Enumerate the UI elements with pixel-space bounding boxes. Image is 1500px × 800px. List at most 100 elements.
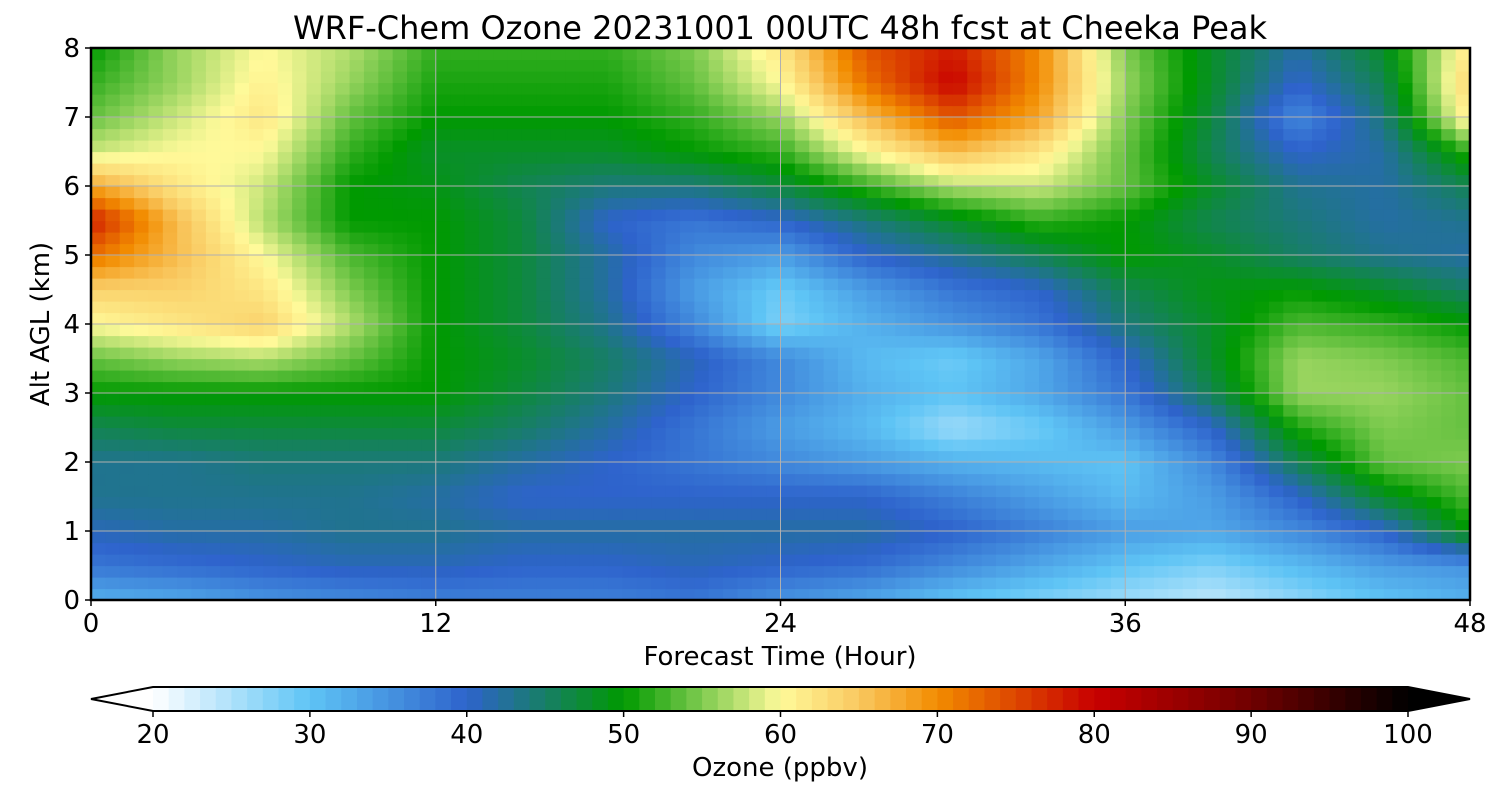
field-cell <box>1197 335 1213 348</box>
field-cell <box>852 531 868 544</box>
field-cell <box>363 232 379 245</box>
field-cell <box>134 588 150 601</box>
field-cell <box>1254 163 1270 176</box>
field-cell <box>1139 71 1155 84</box>
field-cell <box>349 381 365 394</box>
field-cell <box>536 508 552 521</box>
field-cell <box>1355 358 1371 371</box>
field-cell <box>119 393 135 406</box>
field-cell <box>579 266 595 279</box>
field-cell <box>1369 393 1385 406</box>
colorbar-segment <box>717 687 734 711</box>
field-cell <box>1182 209 1198 222</box>
colorbar-segment <box>953 687 970 711</box>
field-cell <box>909 266 925 279</box>
field-cell <box>392 404 408 417</box>
field-cell <box>579 301 595 314</box>
field-cell <box>148 186 164 199</box>
field-cell <box>1082 255 1098 268</box>
field-cell <box>162 439 178 452</box>
field-cell <box>1412 301 1428 314</box>
field-cell <box>909 163 925 176</box>
field-cell <box>1426 209 1442 222</box>
field-cell <box>1441 416 1457 429</box>
field-cell <box>435 485 451 498</box>
field-cell <box>1153 301 1169 314</box>
field-cell <box>708 59 724 72</box>
colorbar-segment <box>231 687 248 711</box>
field-cell <box>162 82 178 95</box>
field-cell <box>852 220 868 233</box>
field-cell <box>1053 220 1069 233</box>
field-cell <box>1010 82 1026 95</box>
field-cell <box>249 140 264 153</box>
field-cell <box>751 105 767 118</box>
field-cell <box>493 278 509 291</box>
field-cell <box>608 496 624 509</box>
field-cell <box>1340 588 1356 601</box>
field-cell <box>737 347 753 360</box>
field-cell <box>794 554 810 567</box>
field-cell <box>421 163 437 176</box>
field-cell <box>335 554 351 567</box>
field-cell <box>823 140 839 153</box>
field-cell <box>881 266 897 279</box>
field-cell <box>1110 531 1126 544</box>
field-cell <box>119 82 135 95</box>
field-cell <box>421 232 437 245</box>
field-cell <box>608 163 624 176</box>
field-cell <box>105 404 121 417</box>
field-cell <box>1024 577 1040 590</box>
field-cell <box>1455 312 1471 325</box>
field-cell <box>550 59 566 72</box>
field-cell <box>837 335 853 348</box>
field-cell <box>1426 324 1442 337</box>
field-cell <box>177 105 193 118</box>
field-cell <box>1254 531 1270 544</box>
field-cell <box>363 370 379 383</box>
field-cell <box>464 105 480 118</box>
field-cell <box>1067 174 1083 187</box>
field-cell <box>1125 289 1141 302</box>
field-cell <box>608 577 624 590</box>
field-cell <box>995 266 1011 279</box>
field-cell <box>407 266 422 279</box>
field-cell <box>1039 358 1055 371</box>
field-cell <box>320 508 336 521</box>
field-cell <box>105 94 121 107</box>
field-cell <box>191 278 207 291</box>
field-cell <box>521 588 537 601</box>
field-cell <box>234 393 250 406</box>
field-cell <box>995 232 1011 245</box>
field-cell <box>895 485 911 498</box>
field-cell <box>335 542 351 555</box>
field-cell <box>852 473 868 486</box>
field-cell <box>478 220 494 233</box>
field-cell <box>679 496 695 509</box>
field-cell <box>608 209 624 222</box>
field-cell <box>220 94 236 107</box>
field-cell <box>665 485 681 498</box>
field-cell <box>708 105 724 118</box>
field-cell <box>550 588 566 601</box>
field-cell <box>464 197 480 210</box>
field-cell <box>292 140 308 153</box>
field-cell <box>1340 82 1356 95</box>
field-cell <box>593 174 609 187</box>
field-cell <box>952 278 968 291</box>
field-cell <box>1096 335 1112 348</box>
field-cell <box>952 128 968 141</box>
field-cell <box>493 519 509 532</box>
field-cell <box>407 462 422 475</box>
field-cell <box>493 358 509 371</box>
field-cell <box>1225 473 1241 486</box>
field-cell <box>809 416 825 429</box>
field-cell <box>1153 450 1169 463</box>
field-cell <box>1225 59 1241 72</box>
field-cell <box>550 209 566 222</box>
field-cell <box>1398 174 1414 187</box>
field-cell <box>1383 289 1399 302</box>
field-cell <box>1254 255 1270 268</box>
field-cell <box>1168 243 1184 256</box>
field-cell <box>837 209 853 222</box>
